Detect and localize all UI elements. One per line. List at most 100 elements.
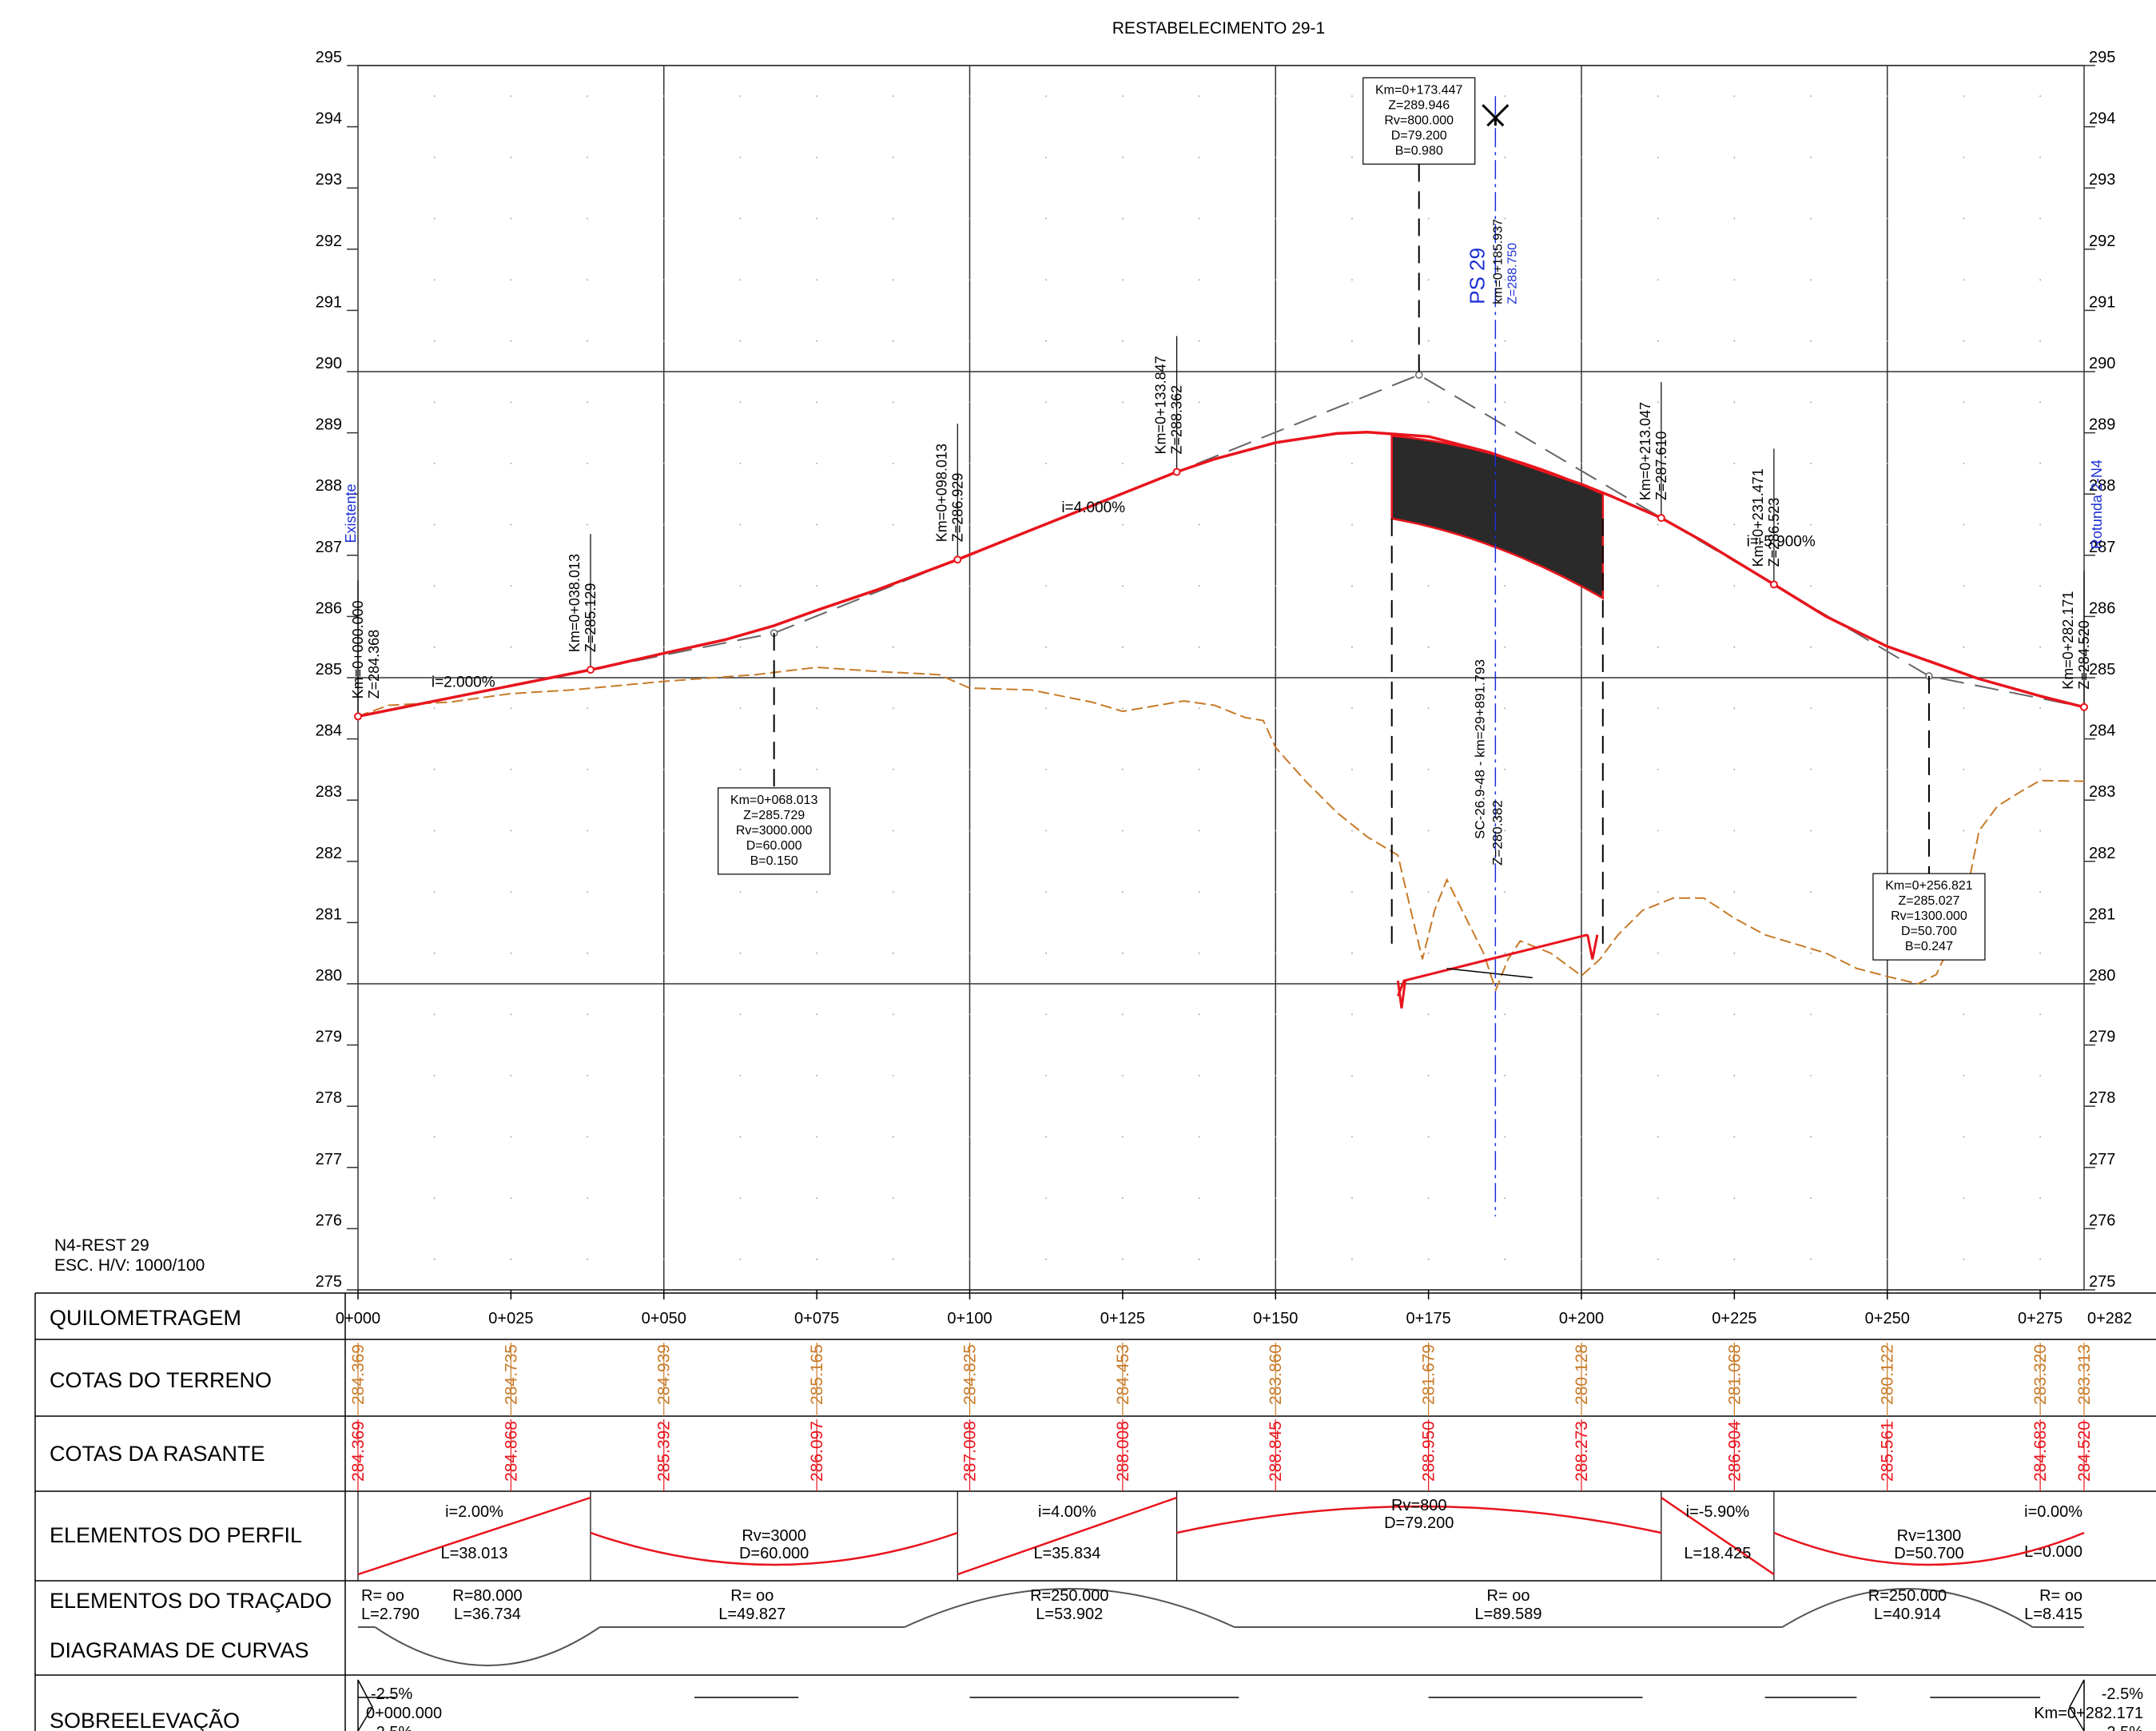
grid-dot (1886, 1197, 1888, 1199)
terrain-value: 283.313 (2075, 1344, 2094, 1405)
grid-dot (1810, 340, 1812, 342)
grid-dot (662, 279, 665, 281)
tracado-l: L=49.827 (718, 1606, 786, 1623)
grid-dot (433, 952, 436, 954)
grid-dot (1963, 279, 1965, 281)
grid-dot (1504, 1197, 1506, 1199)
ps-z-label: Z=288.750 (1506, 243, 1519, 304)
point-label-km: Km=0+213.047 (1637, 402, 1653, 500)
grid-dot (892, 891, 894, 893)
grid-dot (1275, 279, 1277, 281)
grid-dot (433, 157, 436, 158)
vertex-box-text: B=0.247 (1905, 940, 1953, 953)
grid-dot (1886, 279, 1888, 281)
grid-dot (1963, 830, 1965, 832)
grid-dot (816, 1136, 818, 1138)
grid-dot (892, 1075, 894, 1076)
grid-dot (816, 279, 818, 281)
grid-dot (1504, 1013, 1506, 1016)
z-tick-label-right: 286 (2089, 599, 2115, 617)
grid-dot (1733, 1013, 1736, 1016)
vertex-box-text: Km=0+068.013 (730, 794, 818, 807)
grid-dot (892, 217, 894, 220)
vertex-box-text: Z=285.027 (1898, 894, 1959, 908)
point-label-z: Z=286.929 (949, 473, 965, 543)
terrain-value: 284.735 (502, 1344, 520, 1405)
grid-dot (1657, 1075, 1659, 1076)
tracado-r: R= oo (2039, 1587, 2082, 1605)
terrain-value: 280.122 (1879, 1344, 1897, 1405)
grid-dot (1351, 523, 1353, 526)
vertex-box-text: D=50.700 (1901, 925, 1957, 938)
z-tick-label-left: 284 (316, 722, 342, 740)
grid-dot (1045, 952, 1048, 954)
grid-dot (892, 585, 894, 587)
grid-dot (1427, 1197, 1430, 1199)
grid-dot (1657, 340, 1659, 342)
grid-dot (2039, 523, 2042, 526)
perfil-curve-rv: Rv=800 (1391, 1497, 1447, 1514)
grid-dot (587, 830, 588, 832)
perfil-curve (1773, 1531, 2085, 1566)
grid-dot (892, 157, 894, 158)
grid-dot (2039, 1075, 2042, 1076)
grid-dot (1045, 340, 1048, 342)
grid-dot (2039, 217, 2042, 220)
grid-dot (587, 340, 588, 342)
tracado-l: L=36.734 (454, 1606, 521, 1623)
point-label-z: Z=284.520 (2076, 620, 2092, 690)
vertex-box-text: D=79.200 (1391, 129, 1447, 142)
grid-dot (433, 95, 436, 97)
grid-dot (1810, 1258, 1812, 1260)
grid-dot (739, 401, 742, 404)
z-tick-label-left: 276 (316, 1212, 342, 1229)
grid-dot (969, 217, 971, 220)
rasante-value: 288.845 (1267, 1421, 1285, 1482)
tracado-l: L=89.589 (1474, 1606, 1541, 1623)
grid-dot (1198, 707, 1200, 710)
grid-dot (433, 1136, 436, 1138)
grid-dot (1810, 646, 1812, 648)
grid-dot (433, 830, 436, 832)
grid-dot (1657, 95, 1659, 97)
grid-dot (510, 463, 512, 464)
grid-dot (816, 217, 818, 220)
grid-dot (662, 585, 665, 587)
grid-dot (1275, 1075, 1277, 1076)
point-marker (2080, 702, 2088, 711)
grid-dot (739, 1075, 742, 1076)
grid-dot (662, 217, 665, 220)
grid-dot (1351, 340, 1353, 342)
grid-dot (1886, 830, 1888, 832)
grid-dot (969, 1013, 971, 1016)
drawing-title: RESTABELECIMENTO 29-1 (1112, 19, 1325, 38)
grid-dot (1504, 769, 1506, 770)
perfil-curve-d: D=60.000 (739, 1545, 809, 1562)
z-tick-label-left: 288 (316, 477, 342, 495)
grid-dot (969, 401, 971, 404)
grid-dot (1810, 463, 1812, 464)
grid-dot (1810, 585, 1812, 587)
grid-dot (816, 769, 818, 770)
grid-dot (969, 707, 971, 710)
grid-dot (587, 585, 588, 587)
grid-dot (1275, 1013, 1277, 1016)
grid-dot (1045, 401, 1048, 404)
grid-dot (1427, 769, 1430, 770)
grid-dot (1045, 1013, 1048, 1016)
grid-dot (662, 1136, 665, 1138)
grid-dot (662, 1013, 665, 1016)
z-tick-label-right: 284 (2089, 722, 2115, 740)
grid-dot (1963, 95, 1965, 97)
grid-dot (510, 340, 512, 342)
terrain-value: 285.165 (808, 1344, 826, 1405)
grid-dot (1351, 1258, 1353, 1260)
grid-dot (1657, 952, 1659, 954)
grid-dot (1121, 1013, 1124, 1016)
vertex-box-text: Rv=800.000 (1384, 113, 1454, 127)
grade-label: i=2.000% (432, 674, 495, 690)
rasante-value: 287.008 (961, 1421, 979, 1482)
grid-dot (2039, 157, 2042, 158)
grid-dot (433, 523, 436, 526)
grid-dot (1657, 707, 1659, 710)
